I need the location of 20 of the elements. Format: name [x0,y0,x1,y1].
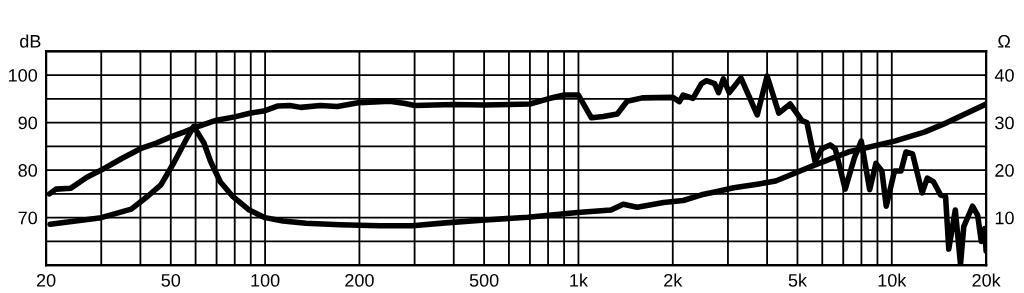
y2-tick-label: 30 [995,116,1014,130]
x-tick-label: 5k [788,273,808,287]
y-tick-label: 100 [9,68,38,82]
x-tick-label: 100 [251,273,280,287]
x-tick-label: 10k [878,273,907,287]
y-tick-label: 80 [18,164,38,177]
y2-axis-title: Ω [998,34,1011,48]
x-tick-label: 2k [664,273,683,287]
x-tick-label: 50 [161,273,181,287]
y-tick-label: 90 [18,116,38,130]
y-axis-title: dB [20,34,41,48]
x-tick-label: 200 [345,273,374,287]
y2-tick-label: 40 [994,68,1014,82]
x-tick-label: 1k [570,273,588,287]
x-tick-label: 20k [972,273,1001,287]
x-tick-label: 20 [36,273,56,287]
y-tick-label: 70 [18,211,38,225]
y2-tick-label: 10 [995,211,1014,225]
y2-tick-label: 20 [995,164,1014,177]
x-tick-label: 500 [469,273,499,287]
